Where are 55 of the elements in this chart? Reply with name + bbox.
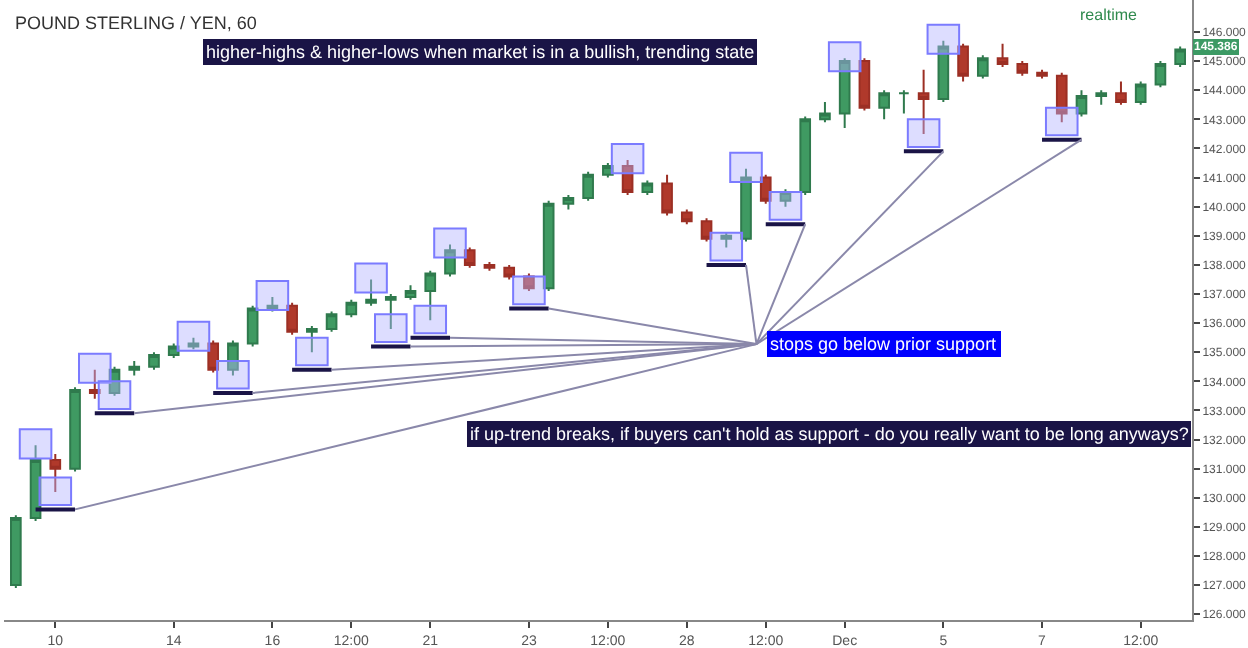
candlestick	[503, 263, 516, 281]
candlestick	[148, 351, 160, 371]
candlestick	[483, 260, 496, 272]
candlestick	[1154, 60, 1167, 89]
annotation: if up-trend breaks, if buyers can't hold as support - do you really want to be long anyways?	[470, 424, 1189, 444]
candlestick	[10, 514, 22, 589]
candlestick	[167, 342, 180, 360]
candlestick	[542, 199, 555, 293]
candlestick	[1016, 60, 1029, 77]
candlestick	[246, 304, 259, 348]
candlestick	[88, 368, 101, 400]
candlestick	[1174, 45, 1186, 68]
candlestick	[49, 453, 62, 493]
candlestick	[128, 359, 141, 377]
text: POUND STERLING / YEN, 60	[14, 12, 257, 33]
candlestick	[69, 386, 81, 473]
annotation: higher-highs & higher-lows when market is in a bullish, trending state	[206, 42, 755, 62]
candlestick	[1095, 89, 1108, 106]
candlestick	[286, 301, 298, 336]
candlestick	[917, 68, 930, 135]
candlestick	[1134, 80, 1147, 106]
candlestick	[858, 57, 871, 112]
candlestick	[207, 339, 220, 374]
candlestick	[799, 115, 812, 197]
candlestick	[345, 298, 358, 319]
candlestick	[819, 100, 831, 124]
candlestick	[1036, 68, 1048, 80]
candlestick	[582, 170, 594, 202]
candlestick	[463, 246, 476, 269]
candlestick	[266, 295, 279, 313]
candlestick	[759, 173, 772, 205]
candlestick	[29, 444, 42, 523]
candlestick	[404, 284, 417, 301]
candlestick	[898, 89, 910, 115]
candlestick	[641, 179, 654, 197]
candlestick	[720, 231, 733, 249]
annotation: realtime	[1080, 6, 1139, 24]
candlestick	[976, 54, 989, 80]
candlestick	[384, 293, 397, 330]
candlestick	[700, 217, 713, 243]
candlestick	[661, 173, 673, 217]
candlestick	[306, 325, 318, 354]
annotation: stops go below prior support	[770, 334, 998, 354]
candlestick	[996, 42, 1009, 68]
candlestick	[365, 278, 377, 307]
candlestick	[1075, 89, 1088, 118]
candlestick	[878, 89, 890, 121]
candlestick	[562, 194, 575, 211]
candlestick	[325, 310, 338, 333]
candlestick	[957, 42, 969, 83]
candlestick	[187, 336, 200, 351]
candlestick	[1115, 80, 1127, 106]
candlestick	[680, 208, 693, 226]
candlestick	[424, 269, 437, 322]
candlestick	[602, 162, 614, 179]
